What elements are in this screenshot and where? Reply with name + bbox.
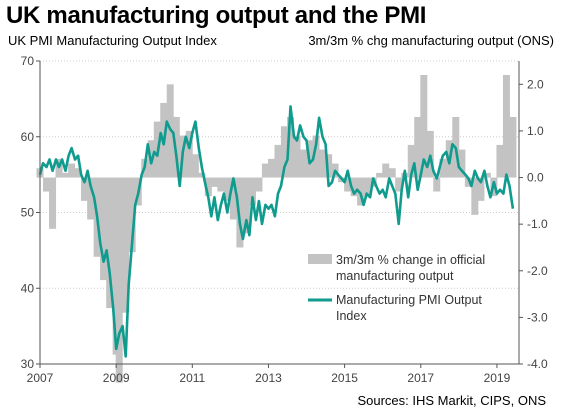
right-tick-label: 0.0: [527, 171, 544, 185]
output-bar: [261, 163, 269, 178]
legend-bar-label-line2: manufacturing output: [336, 269, 454, 283]
legend-bar-label: 3m/3m % change in official: [336, 253, 485, 267]
output-bar: [293, 135, 301, 178]
output-bar: [496, 144, 504, 178]
output-bar: [420, 74, 428, 178]
output-bar: [414, 116, 422, 178]
output-bar: [471, 177, 479, 215]
output-bar: [376, 172, 384, 178]
output-bar: [74, 168, 82, 178]
right-tick-label: 1.0: [527, 124, 544, 138]
output-bar: [388, 168, 396, 178]
left-tick-label: 70: [21, 54, 35, 68]
left-tick-label: 40: [21, 281, 35, 295]
output-bar: [204, 177, 212, 197]
right-tick-label: -2.0: [527, 264, 548, 278]
x-tick-label: 2019: [484, 371, 511, 385]
output-bar: [268, 158, 276, 178]
output-bar: [115, 177, 123, 383]
x-tick-label: 2017: [407, 371, 434, 385]
output-bar: [106, 177, 114, 309]
legend-bar-swatch: [308, 254, 332, 264]
output-bar: [483, 172, 491, 178]
output-bar: [458, 149, 466, 178]
left-tick-label: 30: [21, 357, 35, 371]
output-bar: [280, 126, 288, 178]
output-bar: [49, 177, 57, 229]
output-bar: [81, 177, 89, 201]
left-tick-label: 60: [21, 130, 35, 144]
output-bar: [477, 177, 485, 201]
x-tick-label: 2007: [27, 371, 54, 385]
output-bar: [502, 74, 510, 178]
output-bar: [395, 177, 403, 192]
output-bar: [217, 177, 225, 192]
output-bar: [198, 172, 206, 178]
output-bar: [350, 177, 358, 197]
output-bar: [439, 158, 447, 178]
x-tick-label: 2009: [103, 371, 130, 385]
right-tick-label: -4.0: [527, 357, 548, 371]
legend-line-label-line2: Index: [336, 309, 367, 323]
output-bar: [407, 144, 415, 178]
output-bar: [509, 116, 517, 178]
right-tick-label: -1.0: [527, 217, 548, 231]
output-bar: [274, 144, 282, 178]
x-tick-label: 2015: [331, 371, 358, 385]
output-bar: [122, 177, 130, 313]
output-bar: [185, 130, 193, 178]
output-bar: [87, 177, 95, 220]
pmi-line-layer: [38, 105, 515, 358]
output-bar: [229, 177, 237, 220]
output-bar: [42, 177, 50, 192]
right-axis-title: 3m/3m % chg manufacturing output (ONS): [308, 33, 554, 48]
output-bar: [382, 163, 390, 178]
output-bar: [223, 177, 231, 201]
axes: 30 40 50 60 70 2.0 1.0 0.0 -1.0 -2.0 -3.0 -4.0 2007 2…: [21, 54, 548, 385]
output-bar: [62, 172, 70, 178]
output-bar: [210, 177, 218, 187]
output-bar: [191, 154, 199, 178]
output-bar: [319, 149, 327, 178]
output-bar: [128, 177, 136, 253]
output-bar: [255, 177, 263, 192]
output-bar: [357, 177, 365, 206]
gridlines: [40, 60, 519, 289]
output-bar: [363, 177, 371, 197]
output-bar: [325, 154, 333, 178]
output-bar: [433, 177, 441, 192]
output-bar: [242, 177, 250, 234]
right-tick-label: 2.0: [527, 77, 544, 91]
output-bar: [287, 116, 295, 178]
output-bars: [36, 74, 517, 383]
source-note: Sources: IHS Markit, CIPS, ONS: [357, 393, 546, 408]
output-bar: [299, 149, 307, 178]
output-bar: [68, 163, 76, 178]
output-bar: [464, 177, 472, 187]
left-tick-label: 50: [21, 206, 35, 220]
output-bar: [426, 130, 434, 178]
legend-line-label: Manufacturing PMI Output: [336, 293, 482, 307]
right-tick-label: -3.0: [527, 310, 548, 324]
x-tick-label: 2013: [255, 371, 282, 385]
pmi-line: [38, 105, 515, 358]
x-tick-label: 2011: [179, 371, 205, 385]
output-bar: [248, 177, 256, 206]
legend: 3m/3m % change in official manufacturing …: [308, 253, 485, 323]
chart-title: UK manufacturing output and the PMI: [6, 2, 427, 29]
left-axis-title: UK PMI Manufacturing Output Index: [8, 33, 217, 48]
output-bar: [312, 135, 320, 178]
output-bar: [344, 177, 352, 192]
output-bar: [100, 177, 108, 281]
